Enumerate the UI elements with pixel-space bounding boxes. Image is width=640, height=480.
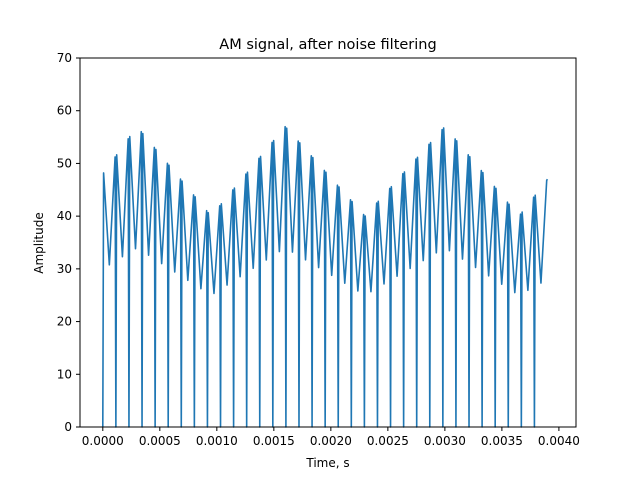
y-tick-label: 70 (57, 51, 72, 65)
y-tick-label: 20 (57, 315, 72, 329)
plot-frame (79, 57, 577, 428)
chart-title: AM signal, after noise filtering (219, 37, 436, 53)
x-tick-label: 0.0015 (253, 434, 295, 448)
x-tick-label: 0.0025 (367, 434, 409, 448)
y-tick-label: 30 (57, 262, 72, 276)
y-tick-label: 10 (57, 367, 72, 381)
y-axis: 0 10 20 30 40 50 60 70 (57, 51, 80, 434)
x-tick-label: 0.0000 (82, 434, 124, 448)
signal-series (102, 125, 549, 428)
x-tick-label: 0.0040 (538, 434, 580, 448)
x-axis-title: Time, s (305, 456, 349, 470)
y-tick-label: 60 (57, 104, 72, 118)
x-tick-label: 0.0030 (424, 434, 466, 448)
x-tick-label: 0.0010 (196, 434, 238, 448)
y-tick-label: 40 (57, 209, 72, 223)
y-axis-title: Amplitude (32, 212, 46, 274)
x-tick-label: 0.0020 (310, 434, 352, 448)
y-tick-label: 50 (57, 156, 72, 170)
x-tick-label: 0.0005 (139, 434, 181, 448)
x-tick-label: 0.0035 (481, 434, 523, 448)
y-tick-label: 0 (64, 420, 72, 434)
signal-line (102, 125, 549, 428)
x-axis: 0.0000 0.0005 0.0010 0.0015 0.0020 0.0025 0.00… (82, 427, 580, 448)
